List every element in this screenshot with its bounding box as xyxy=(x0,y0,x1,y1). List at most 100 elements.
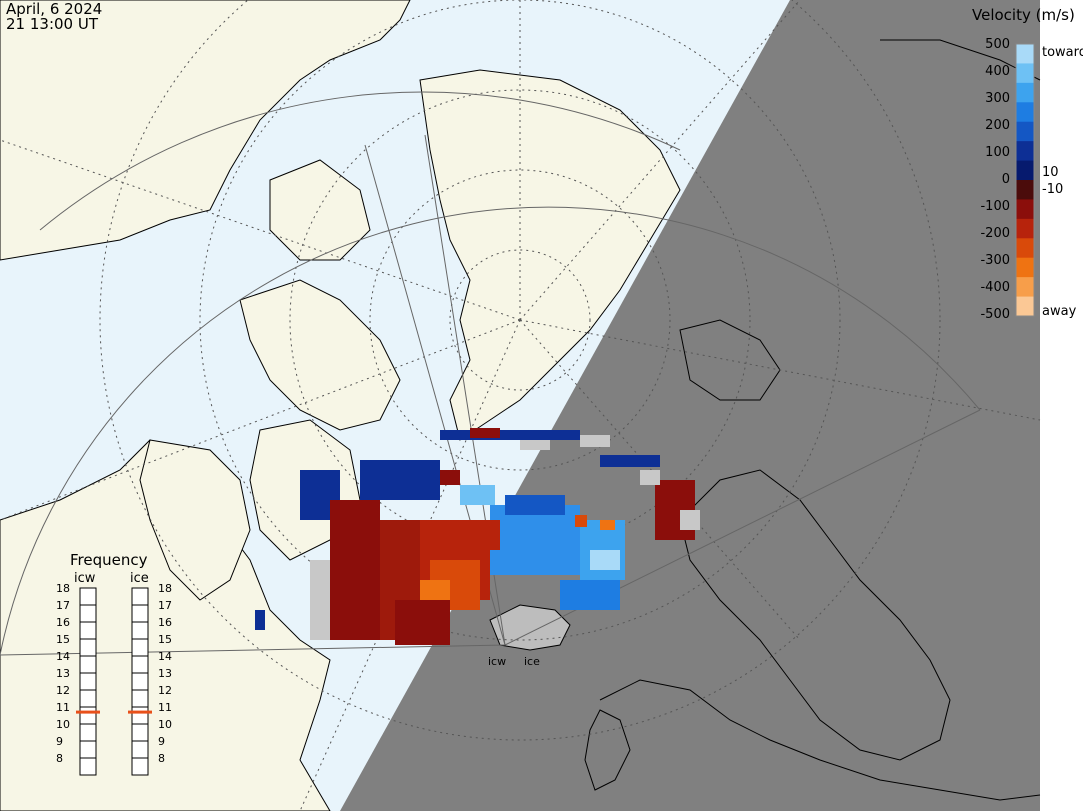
land-labrador xyxy=(139,439,251,601)
frequency-level-icw: 14 xyxy=(56,650,70,663)
legend-swatch xyxy=(1016,141,1034,162)
frequency-level-icw: 18 xyxy=(56,582,70,595)
legend-title: Velocity (m/s) xyxy=(972,6,1075,24)
frequency-cell-icw xyxy=(79,740,97,759)
land-europe xyxy=(599,679,1041,801)
frequency-marker-ice xyxy=(128,710,152,714)
station-label-ice: ice xyxy=(524,655,540,668)
frequency-cell-ice xyxy=(131,689,149,708)
frequency-cell-icw xyxy=(79,689,97,708)
legend-swatch xyxy=(1016,180,1034,200)
frequency-cell-ice xyxy=(131,587,149,606)
legend-swatch xyxy=(1016,238,1034,259)
frequency-cell-ice xyxy=(131,706,149,725)
frequency-level-icw: 10 xyxy=(56,718,70,731)
frequency-level-icw: 9 xyxy=(56,735,63,748)
frequency-cell-ice xyxy=(131,655,149,674)
frequency-level-ice: 18 xyxy=(158,582,172,595)
frequency-cell-icw xyxy=(79,723,97,742)
legend-swatch xyxy=(1016,257,1034,278)
legend-toward-label: toward xyxy=(1042,45,1083,60)
frequency-cell-icw xyxy=(79,638,97,657)
frequency-panel: Frequency icw ice 18 17 16 15 14 13 12 11 10 9 8 18… xyxy=(56,551,172,776)
frequency-level-ice: 13 xyxy=(158,667,172,680)
frequency-cell-icw xyxy=(79,706,97,725)
frequency-level-ice: 8 xyxy=(158,752,165,765)
frequency-cell-ice xyxy=(131,723,149,742)
legend-away-label: away xyxy=(1042,304,1077,319)
legend-tick-label: -100 xyxy=(980,199,1010,214)
frequency-col-ice: ice xyxy=(130,571,149,586)
frequency-title: Frequency xyxy=(70,551,148,569)
frequency-cell-ice xyxy=(131,672,149,691)
header-date: April, 6 2024 xyxy=(6,0,103,18)
legend-tick-label: 0 xyxy=(1002,172,1010,187)
legend-swatch xyxy=(1016,82,1034,103)
legend-tick-label: -400 xyxy=(980,280,1010,295)
frequency-level-ice: 11 xyxy=(158,701,172,714)
frequency-level-ice: 12 xyxy=(158,684,172,697)
legend-tick-label: -200 xyxy=(980,226,1010,241)
frequency-level-icw: 8 xyxy=(56,752,63,765)
land-scandinavia xyxy=(679,469,951,761)
frequency-marker-icw xyxy=(76,710,100,714)
legend-swatch xyxy=(1016,296,1034,317)
frequency-level-icw: 15 xyxy=(56,633,70,646)
legend-inner-tick-neg: -10 xyxy=(1042,182,1063,197)
land-iceland xyxy=(489,604,571,651)
legend-inner-tick-pos: 10 xyxy=(1042,165,1059,180)
frequency-level-ice: 10 xyxy=(158,718,172,731)
frequency-col-icw: icw xyxy=(74,571,96,586)
frequency-level-ice: 17 xyxy=(158,599,172,612)
legend-tick-label: -500 xyxy=(980,307,1010,322)
legend-swatch xyxy=(1016,199,1034,220)
land-greenland xyxy=(419,69,681,441)
frequency-cell-ice xyxy=(131,604,149,623)
land-svalbard xyxy=(679,319,781,401)
legend-swatch xyxy=(1016,277,1034,298)
legend-swatch xyxy=(1016,63,1034,84)
frequency-level-icw: 12 xyxy=(56,684,70,697)
frequency-level-ice: 15 xyxy=(158,633,172,646)
station-label-icw: icw xyxy=(488,655,506,668)
legend-background xyxy=(1040,0,1083,811)
legend-tick-label: 200 xyxy=(985,118,1010,133)
frequency-level-icw: 11 xyxy=(56,701,70,714)
frequency-cell-icw xyxy=(79,604,97,623)
frequency-cell-icw xyxy=(79,655,97,674)
legend-tick-label: 500 xyxy=(985,37,1010,52)
frequency-cell-icw xyxy=(79,672,97,691)
frequency-cell-icw xyxy=(79,621,97,640)
frequency-cell-icw xyxy=(79,757,97,776)
legend-tick-label: -300 xyxy=(980,253,1010,268)
legend-swatch xyxy=(1016,102,1034,123)
frequency-level-ice: 16 xyxy=(158,616,172,629)
legend-frame xyxy=(1015,43,1035,317)
frequency-cell-ice xyxy=(131,621,149,640)
frequency-cell-ice xyxy=(131,757,149,776)
land-britain xyxy=(584,709,631,791)
land-arctic-islands xyxy=(239,279,401,431)
ground-scatter xyxy=(310,435,700,640)
legend-swatch xyxy=(1016,218,1034,239)
velocity-legend: Velocity (m/s) 500 400 300 200 100 0 -100 -200 -… xyxy=(972,6,1083,322)
legend-tick-label: 400 xyxy=(985,64,1010,79)
legend-swatch xyxy=(1016,44,1034,64)
header-time: 21 13:00 UT xyxy=(6,15,98,33)
frequency-cell-icw xyxy=(79,587,97,606)
legend-swatch xyxy=(1016,160,1034,181)
land-north-america xyxy=(0,0,411,261)
legend-swatch xyxy=(1016,121,1034,142)
frequency-level-ice: 9 xyxy=(158,735,165,748)
frequency-cell-ice xyxy=(131,638,149,657)
frequency-level-icw: 17 xyxy=(56,599,70,612)
frequency-level-icw: 16 xyxy=(56,616,70,629)
legend-tick-label: 300 xyxy=(985,91,1010,106)
frequency-cell-ice xyxy=(131,740,149,759)
station-labels: icw ice xyxy=(488,655,540,668)
frequency-level-icw: 13 xyxy=(56,667,70,680)
frequency-level-ice: 14 xyxy=(158,650,172,663)
legend-tick-label: 100 xyxy=(985,145,1010,160)
